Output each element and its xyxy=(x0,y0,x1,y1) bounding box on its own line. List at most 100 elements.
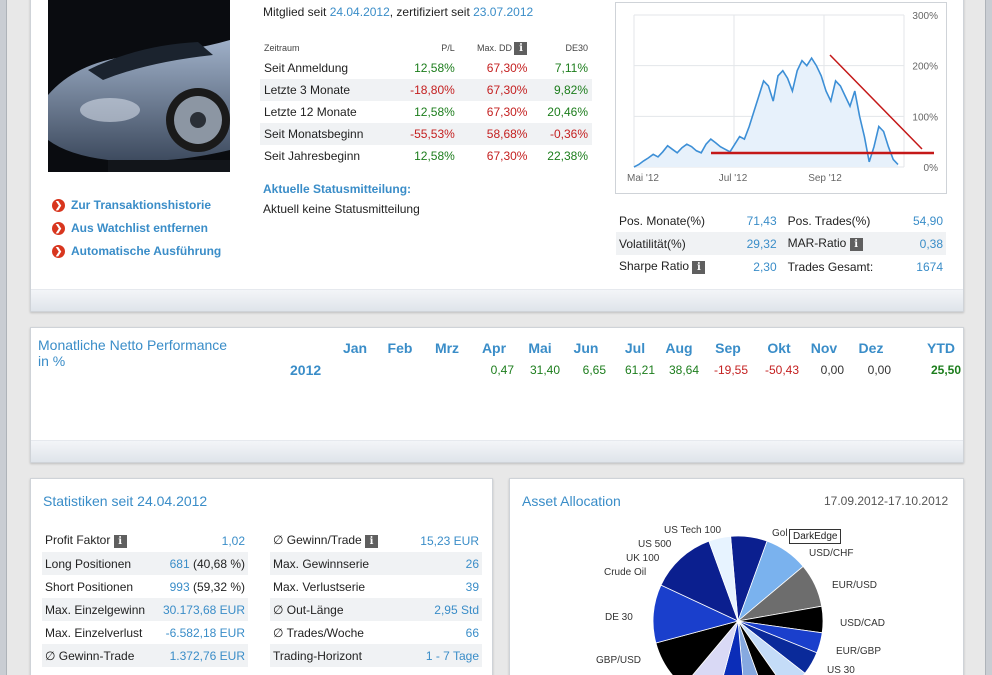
pie-slice[interactable] xyxy=(737,620,787,675)
table-row: Trading-Horizont 1 - 7 Tage xyxy=(270,644,482,667)
y-tick-label: 300% xyxy=(912,11,938,22)
statistics-panel xyxy=(30,478,493,675)
month-header: Dez xyxy=(858,340,884,356)
pie-label: US Tech 100 xyxy=(664,525,722,536)
pie-label: DE 30 xyxy=(605,612,633,623)
pie-slice[interactable] xyxy=(716,620,745,675)
auto-execution-link[interactable]: ❯ Automatische Ausführung xyxy=(52,244,221,258)
series-line xyxy=(633,56,899,168)
monthly-title: Monatliche Netto Performance in % xyxy=(38,337,228,369)
month-value: 0,47 xyxy=(490,363,514,377)
chevron-right-icon: ❯ xyxy=(52,221,65,235)
resistance-trendline xyxy=(829,54,923,150)
pie-tooltip: DarkEdge xyxy=(789,529,842,544)
pie-label: EUR/GBP xyxy=(836,646,881,657)
monthly-performance-panel xyxy=(30,327,964,463)
month-header: Feb xyxy=(387,340,413,356)
pie-slice[interactable] xyxy=(683,620,739,675)
member-since-line: Mitglied seit 24.04.2012, zertifiziert s… xyxy=(263,5,533,19)
month-header: Aug xyxy=(665,340,693,356)
table-row: Letzte 12 Monate 12,58% 67,30% 20,46% xyxy=(264,105,588,119)
month-header: Nov xyxy=(810,340,838,356)
month-header: Mai xyxy=(528,340,552,356)
x-tick-label: Mai '12 xyxy=(627,173,659,184)
pie-slice[interactable] xyxy=(660,540,739,622)
month-header: Sep xyxy=(715,340,741,356)
month-value: 31,40 xyxy=(529,363,560,377)
table-row: Max. Einzelverlust -6.582,18 EUR xyxy=(45,625,245,640)
pie-label: US 30 xyxy=(827,665,855,675)
pie-slice[interactable] xyxy=(737,620,767,675)
month-header: Jan xyxy=(342,340,368,356)
info-icon[interactable]: i xyxy=(849,237,863,251)
pie-label: USD/CHF xyxy=(809,548,853,559)
pie-label: Gol xyxy=(772,528,788,539)
table-row: ∅ Out-Länge 2,95 Std xyxy=(270,598,482,621)
info-icon[interactable]: i xyxy=(113,534,127,548)
remove-watchlist-link[interactable]: ❯ Aus Watchlist entfernen xyxy=(52,221,208,235)
pie-label: UK 100 xyxy=(626,553,660,564)
performance-chart: 300% 200% 100% 0% Mai '12 Jul '12 Sep '12 xyxy=(615,2,947,194)
table-row: ∅ Gewinn/Trade i 15,23 EUR xyxy=(273,533,479,548)
table-row: Seit Monatsbeginn -55,53% 58,68% -0,36% xyxy=(260,123,592,145)
x-tick-label: Jul '12 xyxy=(719,173,748,184)
page-edge-right xyxy=(985,0,992,675)
member-prefix: Mitglied seit xyxy=(263,5,327,19)
table-row: ∅ Gewinn-Trade 1.372,76 EUR xyxy=(42,644,248,667)
month-header: YTD xyxy=(927,340,955,356)
month-value: 6,65 xyxy=(582,363,606,377)
y-tick-label: 200% xyxy=(912,62,938,73)
pie-slice[interactable] xyxy=(737,620,806,675)
month-value: 38,64 xyxy=(668,363,699,377)
col-pl: P/L xyxy=(441,43,455,53)
table-row: Short Positionen 993 (59,32 %) xyxy=(45,579,245,594)
monthly-year: 2012 xyxy=(290,362,322,378)
transaction-history-link[interactable]: ❯ Zur Transaktionshistorie xyxy=(52,198,211,212)
pie-label: US 500 xyxy=(638,539,672,550)
pie-label: EUR/USD xyxy=(832,580,877,591)
col-benchmark: DE30 xyxy=(565,43,588,53)
info-icon[interactable]: i xyxy=(692,260,706,274)
x-tick-label: Sep '12 xyxy=(808,173,842,184)
y-tick-label: 0% xyxy=(924,163,939,174)
month-header: Jun xyxy=(573,340,599,356)
month-header: Mrz xyxy=(434,340,460,356)
statistics-title: Statistiken seit 24.04.2012 xyxy=(43,493,208,509)
trader-avatar-image xyxy=(48,0,230,172)
certified-prefix: , zertifiziert seit xyxy=(389,5,470,19)
month-header: Okt xyxy=(767,340,791,356)
info-icon[interactable]: i xyxy=(365,534,379,548)
table-row: Seit Jahresbeginn 12,58% 67,30% 22,38% xyxy=(264,149,588,163)
metrics-table: Pos. Monate(%) 71,43 Pos. Trades(%) 54,9… xyxy=(616,209,946,278)
y-tick-label: 100% xyxy=(912,112,938,123)
table-row: Max. Gewinnserie 26 xyxy=(270,552,482,575)
month-value: 25,50 xyxy=(930,363,961,377)
pie-slice[interactable] xyxy=(708,535,739,622)
table-row: Pos. Monate(%) 71,43 Pos. Trades(%) 54,9… xyxy=(619,213,943,228)
info-icon[interactable]: i xyxy=(514,41,528,55)
allocation-date-range: 17.09.2012-17.10.2012 xyxy=(824,494,949,508)
allocation-pie-chart[interactable]: US Tech 100 US 500 UK 100 Crude Oil DE 30 GBP… xyxy=(590,518,900,675)
table-row: ∅ Trades/Woche 66 xyxy=(273,625,479,640)
table-row: Max. Einzelgewinn 30.173,68 EUR xyxy=(42,598,248,621)
stats-right-table: ∅ Gewinn/Trade i 15,23 EUR Max. Gewinnse… xyxy=(270,529,482,667)
member-date: 24.04.2012 xyxy=(329,5,390,19)
table-row: Seit Anmeldung 12,58% 67,30% 7,11% xyxy=(264,61,588,75)
chevron-right-icon: ❯ xyxy=(52,198,65,212)
car-icon xyxy=(48,0,230,172)
pie-label: Crude Oil xyxy=(604,567,646,578)
table-row: Long Positionen 681 (40,68 %) xyxy=(42,552,248,575)
certified-date: 23.07.2012 xyxy=(473,5,534,19)
table-row: Volatilität(%) 29,32 MAR-Ratio i 0,38 xyxy=(616,232,946,255)
table-row: Letzte 3 Monate -18,80% 67,30% 9,82% xyxy=(260,79,592,101)
month-value: -50,43 xyxy=(764,363,799,377)
series-area xyxy=(634,58,898,167)
table-row: Profit Faktor i 1,02 xyxy=(45,533,245,548)
allocation-pie: US Tech 100 US 500 UK 100 Crude Oil DE 30 GBP… xyxy=(590,518,900,675)
status-text: Aktuell keine Statusmitteilung xyxy=(263,202,420,216)
table-row: Sharpe Ratio i 2,30 Trades Gesamt: 1674 xyxy=(619,259,943,274)
month-value: -19,55 xyxy=(713,363,748,377)
month-header: Jul xyxy=(624,340,646,356)
status-title: Aktuelle Statusmitteilung: xyxy=(263,182,412,196)
month-value: 0,00 xyxy=(820,363,844,377)
